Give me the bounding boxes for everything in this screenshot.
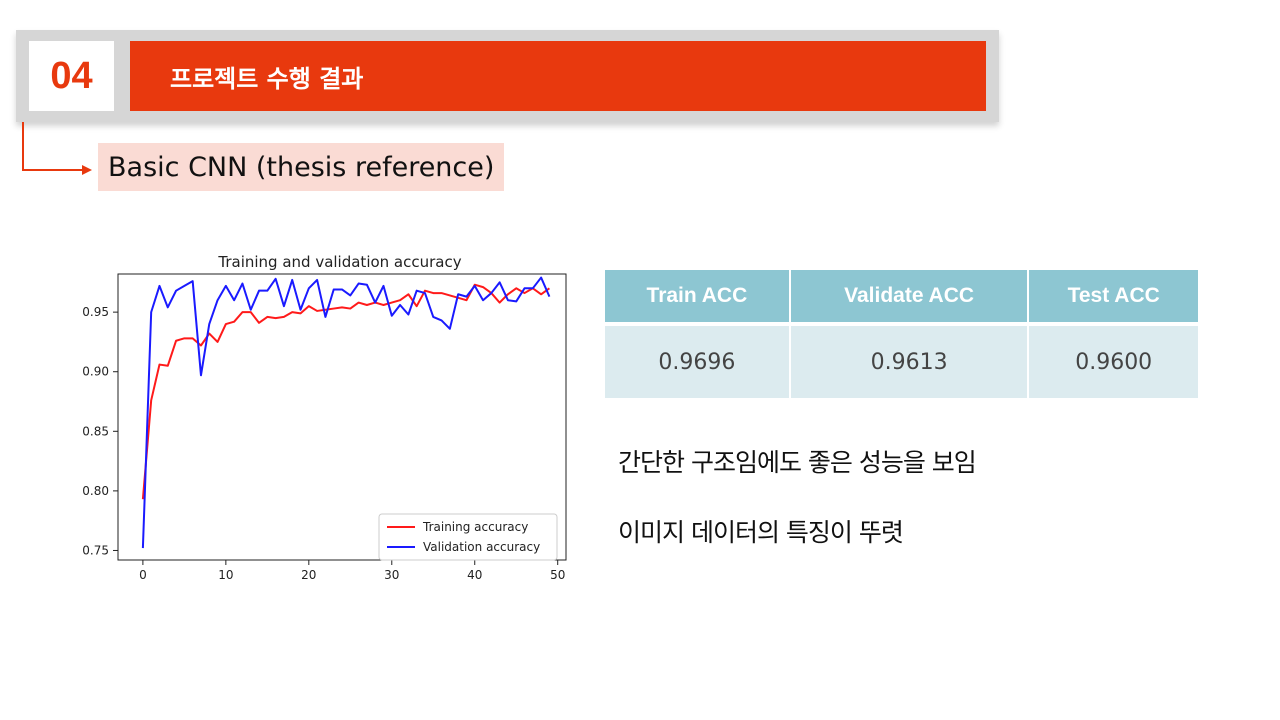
x-tick-label: 10: [218, 568, 233, 582]
table-value-validate: 0.9613: [789, 324, 1030, 398]
x-tick-label: 30: [384, 568, 399, 582]
subtitle-text: Basic CNN (thesis reference): [108, 151, 495, 183]
y-tick-label: 0.80: [82, 484, 109, 498]
y-tick-label: 0.85: [82, 424, 109, 438]
table-header-test: Test ACC: [1028, 270, 1198, 326]
table-value-train: 0.9696: [605, 324, 791, 398]
note-text: 이미지 데이터의 특징이 뚜렷: [618, 518, 904, 547]
validation-accuracy-line: [141, 276, 551, 549]
x-tick-label: 40: [467, 568, 482, 582]
table-header-validate: Validate ACC: [789, 270, 1030, 326]
arrow-right-icon: [22, 122, 92, 175]
accuracy-table: Train ACC Validate ACC Test ACC 0.9696 0…: [605, 270, 1198, 398]
x-tick-label: 50: [550, 568, 565, 582]
plot-frame: [117, 273, 567, 561]
legend-label: Validation accuracy: [423, 540, 540, 554]
x-tick-label: 0: [139, 568, 147, 582]
chart-title: Training and validation accuracy: [217, 253, 461, 271]
accuracy-chart: Training and validation accuracy 0 10 20 30…: [82, 253, 567, 582]
legend-label: Training accuracy: [422, 520, 528, 534]
section-title-box: 프로젝트 수행 결과: [130, 41, 986, 111]
chart-legend: Training accuracy Validation accuracy: [378, 513, 558, 561]
x-tick-label: 20: [301, 568, 316, 582]
section-number: 04: [50, 54, 93, 97]
subtitle-box: Basic CNN (thesis reference): [98, 143, 505, 191]
y-tick-label: 0.75: [82, 543, 109, 557]
section-title: 프로젝트 수행 결과: [170, 64, 364, 93]
section-number-box: 04: [29, 41, 114, 111]
y-tick-label: 0.90: [82, 365, 109, 379]
legend-box: [378, 513, 558, 561]
note-text: 간단한 구조임에도 좋은 성능을 보임: [618, 448, 977, 477]
table-header-train: Train ACC: [605, 270, 791, 326]
table-value-test: 0.9600: [1028, 324, 1198, 398]
training-accuracy-line: [141, 283, 550, 500]
y-tick-label: 0.95: [82, 305, 109, 319]
